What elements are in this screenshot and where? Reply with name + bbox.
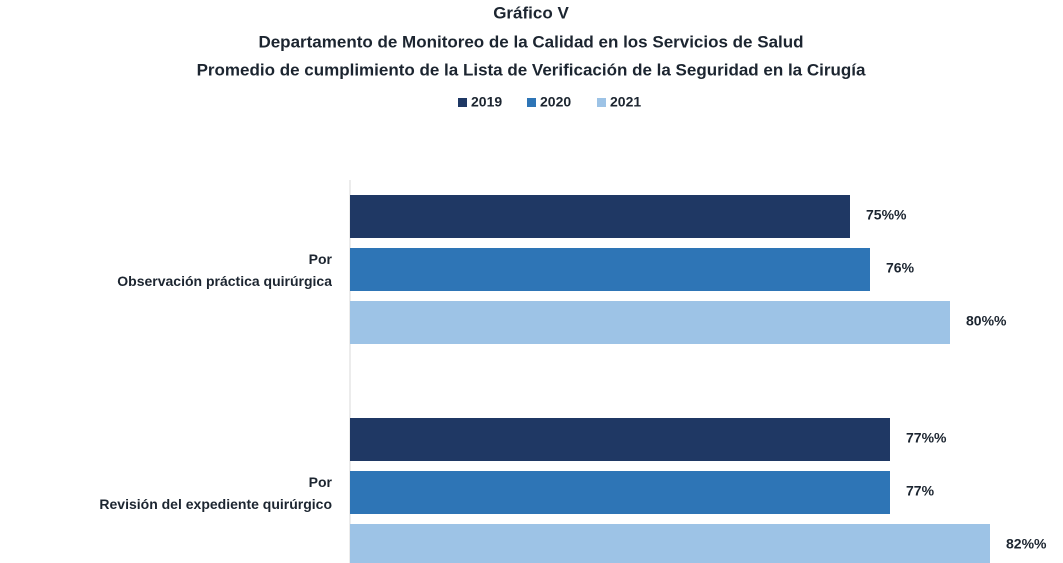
- category-label: Por Revisión del expediente quirúrgico: [99, 473, 332, 512]
- data-label: 82%%: [1006, 536, 1047, 552]
- legend-swatch: [527, 98, 536, 107]
- category-label: Por Observación práctica quirúrgica: [117, 250, 332, 289]
- data-label: 75%%: [866, 207, 907, 223]
- bar: [350, 301, 950, 344]
- legend-label: 2019: [471, 94, 502, 110]
- category-text: Por Revisión del expediente quirúrgico: [99, 473, 332, 512]
- chart-subtitle: Promedio de cumplimiento de la Lista de …: [197, 60, 866, 79]
- legend-label: 2021: [610, 94, 641, 110]
- data-label: 80%%: [966, 313, 1007, 329]
- legend-swatch: [597, 98, 606, 107]
- legend-swatch: [458, 98, 467, 107]
- legend-label: 2020: [540, 94, 571, 110]
- bar: [350, 524, 990, 563]
- data-label: 76%: [886, 260, 915, 276]
- chart-title: Gráfico V: [493, 3, 569, 22]
- bar: [350, 195, 850, 238]
- chart-subtitle: Departamento de Monitoreo de la Calidad …: [258, 32, 803, 51]
- data-label: 77%: [906, 483, 935, 499]
- bar: [350, 248, 870, 291]
- bar: [350, 471, 890, 514]
- category-text: Por Observación práctica quirúrgica: [117, 250, 332, 289]
- data-label: 77%%: [906, 430, 947, 446]
- bar: [350, 418, 890, 461]
